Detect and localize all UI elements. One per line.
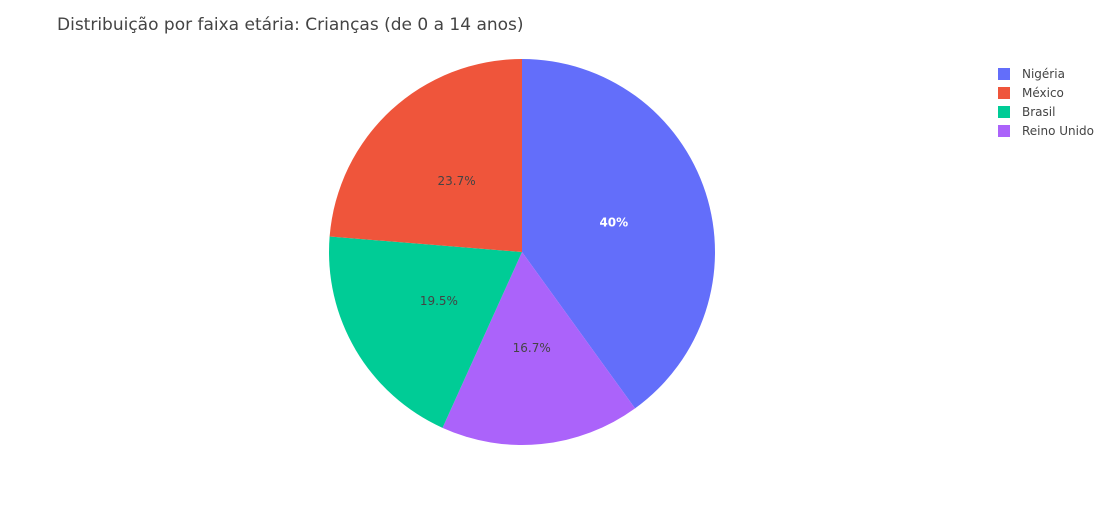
legend-label: Brasil [1022,105,1055,119]
pie-slice-nigéria[interactable] [522,59,715,409]
slice-label-reino-unido: 16.7% [513,341,551,355]
slice-label-méxico: 23.7% [437,174,475,188]
slice-label-brasil: 19.5% [420,294,458,308]
legend[interactable]: Nigéria México Brasil Reino Unido [998,67,1094,138]
legend-swatch [998,106,1010,118]
legend-label: Nigéria [1022,67,1065,81]
legend-label: México [1022,86,1064,100]
legend-item-méxico[interactable]: México [998,86,1064,100]
pie-group: 40% 16.7% 19.5% 23.7% [328,59,715,445]
legend-item-nigéria[interactable]: Nigéria [998,67,1065,81]
pie-slice-méxico[interactable] [329,59,522,252]
legend-swatch [998,87,1010,99]
legend-swatch [998,125,1010,137]
slice-label-nigéria: 40% [599,215,628,229]
legend-item-brasil[interactable]: Brasil [998,105,1055,119]
legend-label: Reino Unido [1022,124,1094,138]
legend-swatch [998,68,1010,80]
chart-title: Distribuição por faixa etária: Crianças … [57,15,524,35]
legend-item-reino-unido[interactable]: Reino Unido [998,124,1094,138]
pie-slice-reino-unido[interactable] [442,252,636,445]
pie-slice-brasil[interactable] [328,236,522,428]
